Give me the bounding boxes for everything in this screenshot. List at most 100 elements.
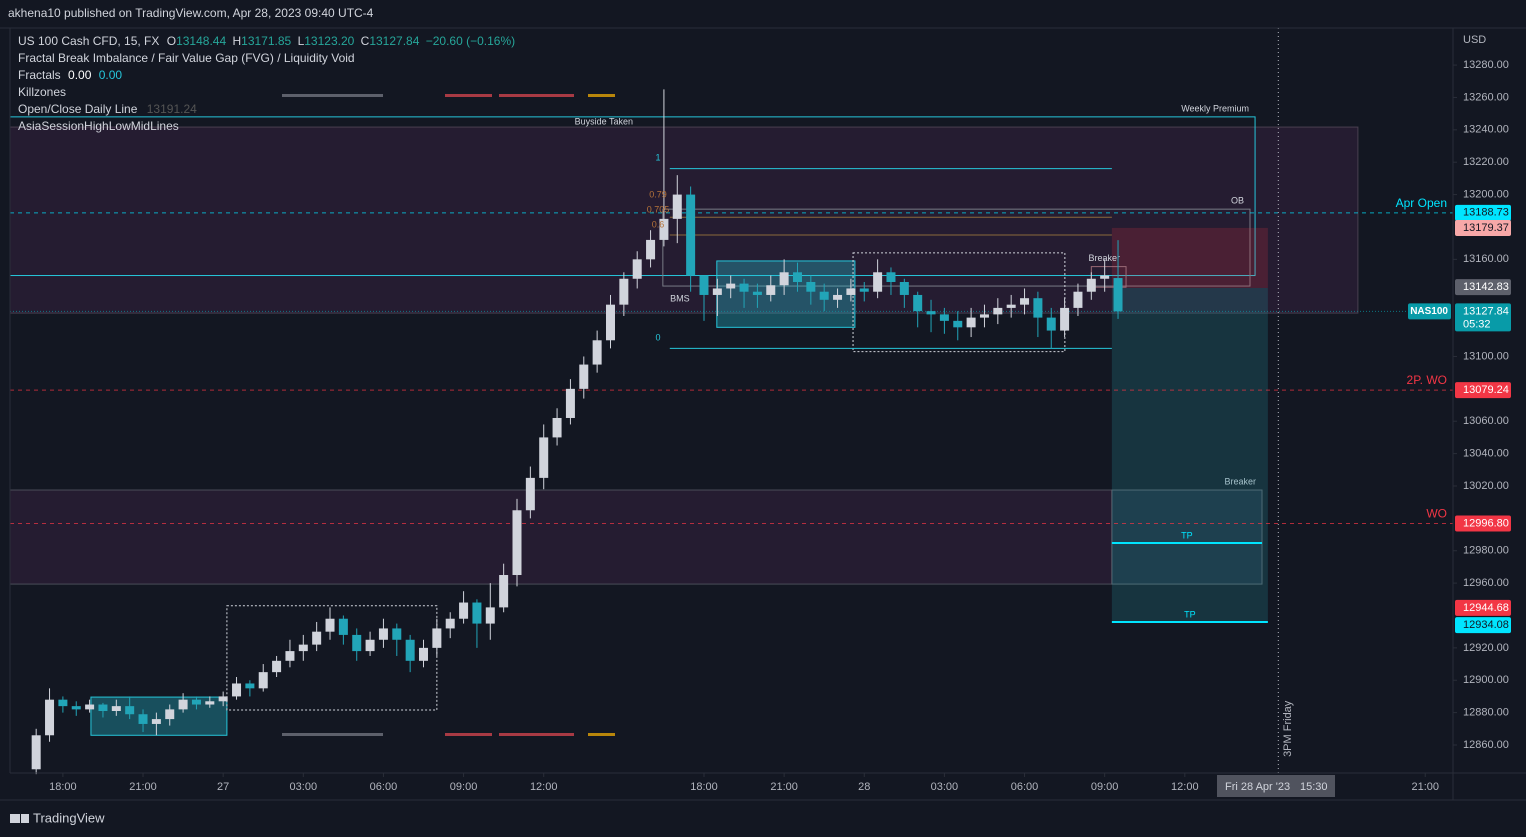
candle-body (178, 699, 188, 710)
killzone-bars (282, 94, 615, 736)
price-line-name: Apr Open (1396, 196, 1447, 210)
symbol-label: NAS100 (1410, 306, 1448, 317)
y-tick-label: 13280.00 (1463, 59, 1509, 71)
x-tick-label: 03:00 (931, 781, 959, 793)
candle-body (285, 651, 295, 661)
candle-body (899, 281, 909, 295)
candle-body (792, 272, 802, 282)
y-tick-label: 12880.00 (1463, 707, 1509, 719)
daily-line-value: 13191.24 (147, 102, 197, 116)
candle-body (846, 288, 856, 295)
candle-body (979, 314, 989, 318)
candle-body (1073, 291, 1083, 308)
candle-body (338, 618, 348, 635)
level-label: TP (1181, 530, 1193, 540)
candle-body (58, 699, 68, 707)
x-tick-label: 03:00 (290, 781, 318, 793)
zone (662, 208, 1251, 287)
x-tick-label: 06:00 (370, 781, 398, 793)
candle-body (111, 706, 121, 711)
y-tick-label: 13040.00 (1463, 448, 1509, 460)
candle-body (552, 417, 562, 438)
ohlc-key: H (232, 34, 241, 48)
candle-body (525, 477, 535, 511)
y-tick-label: 12900.00 (1463, 674, 1509, 686)
x-tick-label: 09:00 (1091, 781, 1119, 793)
y-tick-label: 13220.00 (1463, 156, 1509, 168)
x-tick-label: 21:00 (129, 781, 157, 793)
price-marker-label: 13127.84 (1463, 305, 1509, 317)
zone (716, 260, 856, 328)
candle-body (819, 291, 829, 300)
candle-body (151, 719, 161, 724)
candle-body (245, 683, 255, 689)
ohlc-key: L (298, 34, 305, 48)
annotation: BMS (670, 293, 690, 303)
candle-body (472, 602, 482, 624)
candle-body (699, 275, 709, 295)
levels: TP TP (10, 168, 1453, 623)
candles (31, 89, 1123, 775)
candle-body (873, 272, 883, 292)
candle-body (1046, 317, 1056, 331)
killzone-bar (282, 94, 383, 97)
price-marker-label: 13142.83 (1463, 281, 1509, 293)
candle-body (205, 701, 215, 705)
killzone-bar (282, 733, 383, 736)
x-tick-label: 27 (217, 781, 229, 793)
indicator: Killzones (18, 85, 66, 99)
candle-body (833, 294, 843, 300)
overlays: Buyside Taken BMS 1 0.79 0.705 0.6 0 3PM Friday (575, 28, 1294, 773)
price-marker-label: 13179.37 (1463, 222, 1509, 234)
ohlc-value: 13127.84 (369, 34, 419, 48)
candle-body (352, 634, 362, 652)
killzone-bar (499, 94, 574, 97)
fractals-name: Fractals (18, 68, 61, 82)
countdown: 05:32 (1463, 318, 1491, 330)
price-marker-label: 13079.24 (1463, 384, 1509, 396)
annotation: Buyside Taken (575, 116, 633, 126)
symbol: US 100 Cash CFD, 15, FX (18, 34, 159, 48)
candle-body (859, 288, 869, 292)
candle-body (659, 218, 669, 240)
x-tick-label: 18:00 (49, 781, 77, 793)
candle-body (913, 294, 923, 312)
zone-label: OB (1231, 196, 1244, 206)
fractals-value: 0.00 (68, 68, 92, 82)
y-tick-label: 13260.00 (1463, 91, 1509, 103)
killzone-bar (445, 733, 492, 736)
price-marker (1455, 617, 1511, 634)
candle-body (1033, 298, 1043, 318)
daily-line-name: Open/Close Daily Line (18, 102, 138, 116)
indicator: Fractals 0.00 0.00 (18, 68, 122, 82)
candle-body (138, 714, 148, 724)
candle-body (378, 628, 388, 640)
candle-body (926, 311, 936, 315)
ohlc-value: 13171.85 (241, 34, 291, 48)
candle-body (485, 607, 495, 624)
zone (90, 696, 228, 736)
y-tick-label: 13020.00 (1463, 480, 1509, 492)
candle-body (419, 647, 429, 661)
price-marker (1455, 204, 1511, 221)
candle-body (1100, 275, 1110, 279)
zone (9, 126, 1359, 314)
annotation: 1 (656, 152, 661, 162)
x-tick-label: 21:00 (770, 781, 798, 793)
candle-body (125, 706, 135, 715)
candle-body (312, 631, 322, 645)
zone (226, 605, 438, 711)
x-tick-label: 06:00 (1011, 781, 1039, 793)
killzone-bar (588, 94, 615, 97)
candle-body (45, 699, 55, 736)
level-label: TP (1184, 609, 1196, 619)
candle-body (953, 320, 963, 328)
candle-body (432, 628, 442, 648)
ohlc-value: 13123.20 (304, 34, 354, 48)
price-marker (1455, 219, 1511, 236)
price-marker (1455, 303, 1511, 332)
candle-body (405, 639, 415, 661)
price-marker (1455, 382, 1511, 399)
footer: TradingView (33, 810, 105, 825)
